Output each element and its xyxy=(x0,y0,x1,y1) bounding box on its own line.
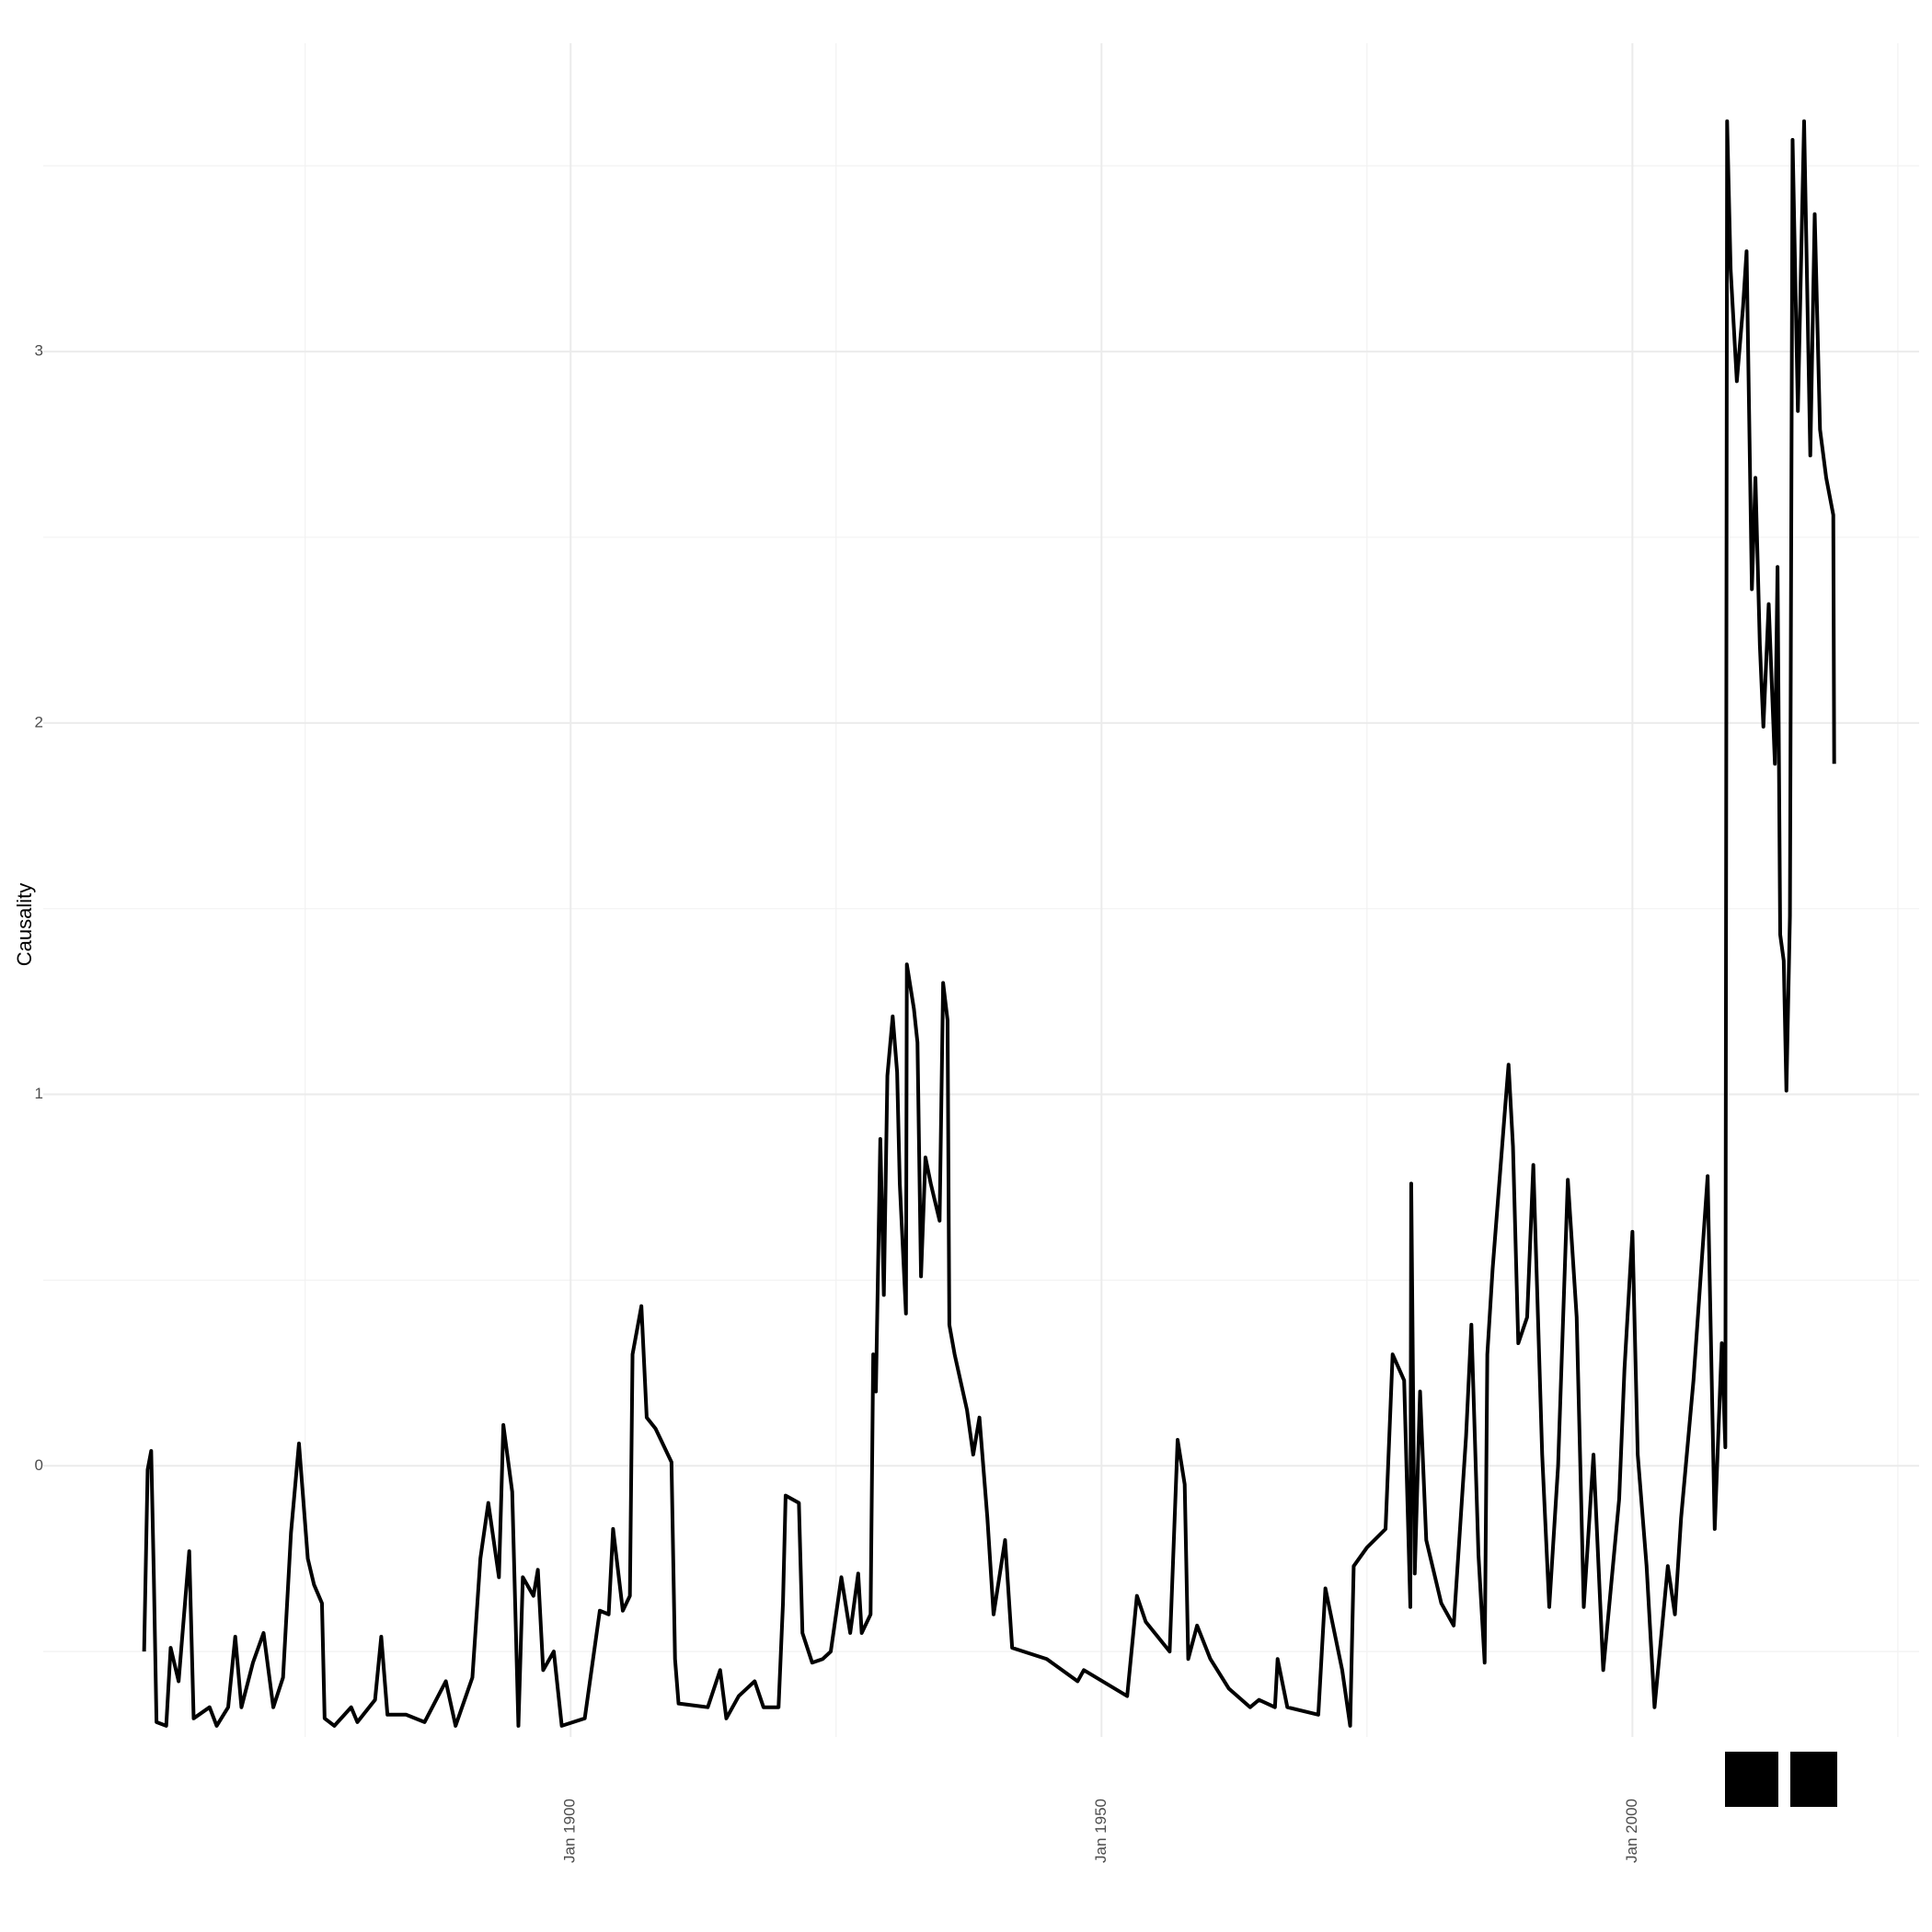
data-line xyxy=(142,119,1836,1728)
plot-area xyxy=(142,119,1836,1728)
y-tick-label: 0 xyxy=(35,1456,43,1474)
legend-key xyxy=(1725,1752,1778,1807)
y-tick-label: 1 xyxy=(35,1085,43,1102)
legend-key xyxy=(1790,1752,1837,1807)
x-tick-label: Jan 2000 xyxy=(1623,1799,1640,1863)
x-tick-label: Jan 1950 xyxy=(1092,1799,1110,1863)
grid xyxy=(43,43,1919,1737)
y-axis-title: Causality xyxy=(13,883,36,966)
x-tick-label: Jan 1900 xyxy=(561,1799,579,1863)
y-tick-label: 2 xyxy=(35,713,43,730)
y-tick-label: 3 xyxy=(35,342,43,360)
